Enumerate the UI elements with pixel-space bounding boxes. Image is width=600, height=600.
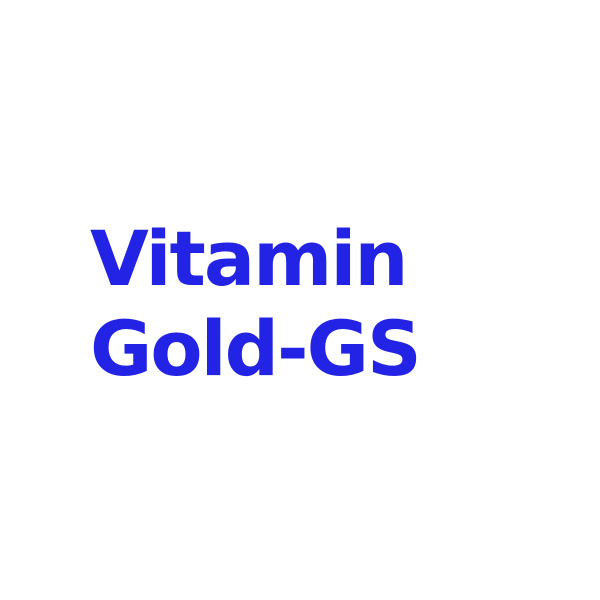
title-line-2: Gold-GS [90, 304, 422, 393]
product-title: Vitamin Gold-GS [90, 214, 570, 394]
title-line-1: Vitamin [90, 214, 409, 303]
